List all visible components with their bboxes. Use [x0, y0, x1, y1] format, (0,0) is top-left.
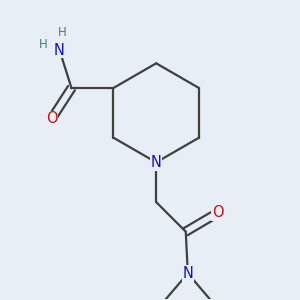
Text: N: N: [151, 155, 162, 170]
Text: N: N: [182, 266, 193, 281]
Text: O: O: [212, 206, 223, 220]
Text: N: N: [54, 43, 65, 58]
Text: H: H: [58, 26, 67, 39]
Text: H: H: [39, 38, 48, 51]
Text: O: O: [46, 112, 57, 127]
